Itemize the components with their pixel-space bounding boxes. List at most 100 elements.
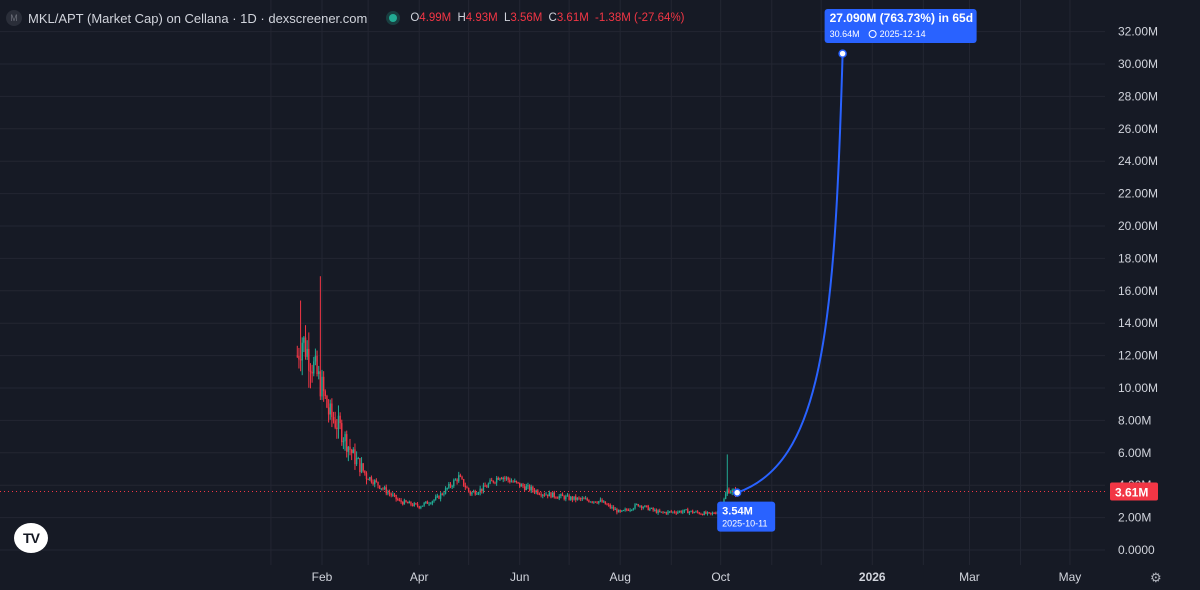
candle-body (369, 477, 371, 480)
candle-body (706, 512, 709, 514)
candle-body (329, 403, 331, 415)
candle-body (695, 511, 697, 513)
candle-body (490, 480, 493, 482)
candle-body (621, 510, 623, 512)
symbol-icon[interactable]: M (6, 10, 22, 26)
candle-body (683, 509, 686, 512)
candle-body (520, 484, 523, 487)
candle-body (700, 513, 702, 515)
candle-body (698, 512, 700, 514)
candle-body (672, 511, 674, 513)
candle-body (548, 492, 551, 497)
candle-body (675, 512, 677, 514)
projection-start-label-bg (717, 501, 776, 532)
candle-body (571, 496, 574, 500)
candle-body (596, 502, 598, 504)
x-axis-tick-label: May (1059, 570, 1082, 584)
candle-body (443, 493, 445, 495)
low-value: 3.56M (510, 12, 543, 24)
candle-body (612, 506, 615, 510)
candle-body (336, 427, 338, 430)
candle-body (420, 506, 422, 509)
candle-body (426, 501, 429, 504)
candle-body (642, 507, 644, 509)
open-key: O (410, 12, 420, 24)
candle-body (411, 504, 414, 506)
candle-body (547, 494, 549, 497)
candle-body (509, 479, 511, 483)
candle-body (594, 501, 597, 503)
candle-body (441, 493, 443, 495)
candle-body (431, 501, 434, 504)
candle-body (410, 501, 412, 505)
candle-body (583, 498, 585, 500)
candle-body (494, 482, 496, 484)
candle-body (650, 507, 653, 509)
candle-body (555, 496, 557, 498)
candle-body (492, 480, 495, 483)
candle-body (477, 492, 480, 494)
candle-body (632, 508, 635, 510)
candle-body (489, 480, 491, 484)
candle-body (347, 446, 350, 452)
candle-body (570, 496, 572, 500)
candle-body (461, 476, 463, 480)
candle-body (510, 481, 513, 483)
candle-body (497, 477, 499, 480)
last-price-label: 3.61M (1115, 486, 1148, 500)
candle-body (301, 342, 303, 361)
candle-body (349, 446, 351, 450)
gear-icon[interactable]: ⚙ (1150, 570, 1162, 585)
candle-body (726, 489, 728, 495)
candle-body (372, 482, 374, 485)
candle-body (532, 486, 534, 491)
candle-body (365, 473, 368, 480)
candle-body (665, 512, 668, 514)
candle-body (639, 505, 641, 507)
candle-body (663, 512, 666, 514)
candle-body (715, 513, 717, 515)
projection-end-label-bg (824, 9, 977, 43)
candle-body (593, 501, 595, 503)
candle-body (462, 479, 465, 486)
high-key: H (457, 12, 466, 24)
chart-title: MKL/APT (Market Cap) on Cellana · 1D · d… (28, 10, 368, 26)
candle-body (304, 337, 307, 357)
candle-body (303, 337, 305, 343)
candle-body (553, 492, 555, 497)
candle-body (316, 355, 318, 375)
candle-body (668, 511, 671, 513)
candle-body (657, 510, 659, 514)
candle-body (448, 483, 450, 488)
candle-body (459, 475, 462, 477)
candle-body (466, 487, 468, 489)
candle-body (543, 494, 546, 496)
candle-body (352, 449, 355, 454)
candle-body (589, 501, 592, 503)
market-status-icon[interactable] (389, 14, 398, 22)
candle-body (458, 475, 460, 482)
projection-end-value: 30.64M (830, 29, 860, 39)
candle-body (545, 494, 547, 496)
candle-body (528, 485, 531, 491)
candle-body (425, 501, 427, 503)
candle-body (416, 503, 419, 507)
candle-body (711, 512, 714, 514)
candle-body (652, 507, 654, 511)
candle-body (598, 501, 600, 504)
candle-body (423, 502, 425, 506)
candle-body (451, 486, 453, 488)
open-value: 4.99M (419, 12, 452, 24)
candle-body (609, 504, 612, 508)
candle-body (355, 458, 358, 465)
clock-icon (868, 30, 877, 38)
tradingview-logo[interactable]: TV (14, 523, 48, 553)
candle-body (519, 482, 521, 487)
y-axis-tick-label: 30.00M (1118, 57, 1158, 71)
candle-body (659, 510, 661, 513)
x-axis-tick-label: Feb (312, 570, 333, 584)
candle-body (350, 449, 353, 454)
candle-body (344, 434, 346, 442)
